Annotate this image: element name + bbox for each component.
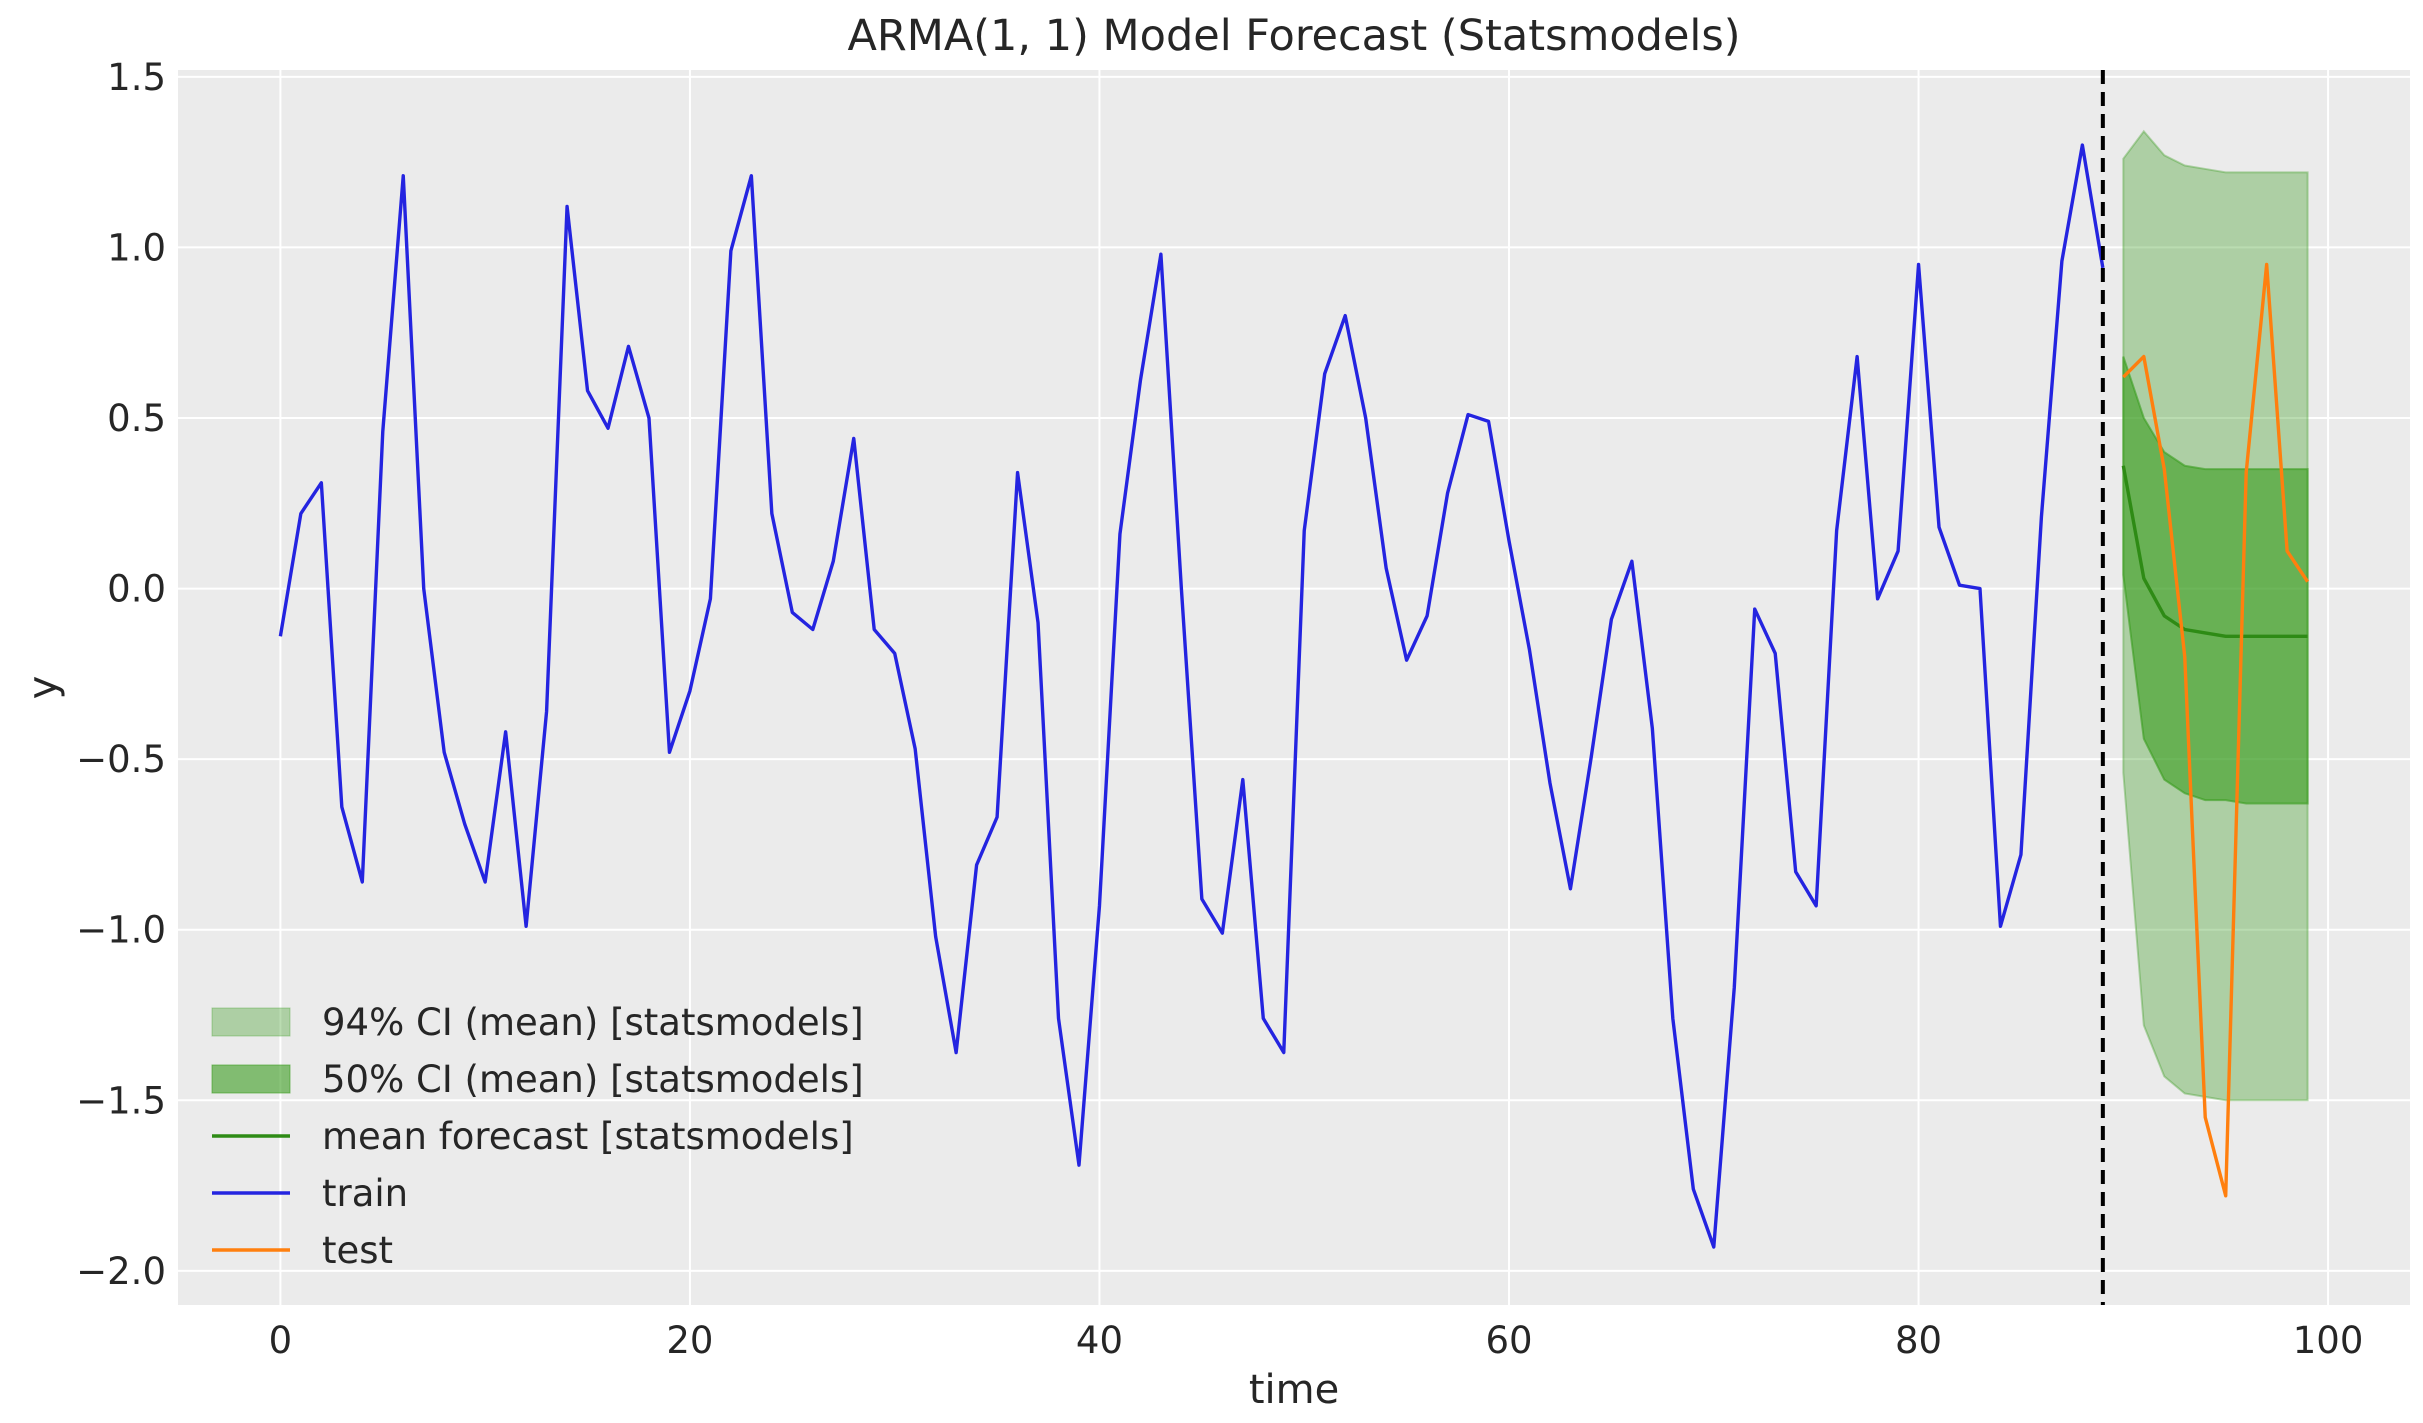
y-axis-label: y bbox=[20, 676, 66, 700]
y-tick-label: −2.0 bbox=[76, 1250, 166, 1293]
y-tick-label: −0.5 bbox=[76, 738, 166, 781]
legend-label: 50% CI (mean) [statsmodels] bbox=[322, 1058, 864, 1101]
x-tick-label: 80 bbox=[1895, 1319, 1942, 1362]
plot-area bbox=[178, 70, 2410, 1305]
x-axis-ticks: 0 20 40 60 80 100 bbox=[269, 1319, 2364, 1362]
y-tick-label: −1.5 bbox=[76, 1079, 166, 1122]
chart-title: ARMA(1, 1) Model Forecast (Statsmodels) bbox=[847, 11, 1740, 61]
x-tick-label: 0 bbox=[269, 1319, 293, 1362]
legend-label: test bbox=[322, 1229, 393, 1272]
legend-label: 94% CI (mean) [statsmodels] bbox=[322, 1001, 864, 1044]
legend-label: train bbox=[322, 1172, 408, 1215]
x-tick-label: 100 bbox=[2293, 1319, 2364, 1362]
series-line bbox=[2121, 465, 2308, 639]
confidence-bands bbox=[2122, 129, 2309, 1102]
legend-label: mean forecast [statsmodels] bbox=[322, 1115, 854, 1158]
legend-swatch bbox=[211, 1064, 291, 1094]
legend: 94% CI (mean) [statsmodels] 50% CI (mean)… bbox=[211, 1001, 864, 1272]
y-tick-label: 0.0 bbox=[107, 568, 166, 611]
legend-swatch bbox=[211, 1007, 291, 1037]
series-line bbox=[2122, 262, 2310, 1198]
x-tick-label: 40 bbox=[1076, 1319, 1123, 1362]
y-axis-ticks: 1.5 1.0 0.5 0.0 −0.5 −1.0 −1.5 −2.0 bbox=[76, 56, 166, 1293]
ci-band bbox=[2122, 356, 2309, 805]
y-tick-label: 1.0 bbox=[107, 226, 166, 269]
x-axis-label: time bbox=[1249, 1367, 1339, 1413]
y-tick-label: −1.0 bbox=[76, 909, 166, 952]
y-tick-label: 0.5 bbox=[107, 397, 166, 440]
y-tick-label: 1.5 bbox=[107, 56, 166, 99]
x-tick-label: 20 bbox=[666, 1319, 713, 1362]
series-line bbox=[278, 143, 2105, 1249]
x-tick-label: 60 bbox=[1485, 1319, 1532, 1362]
series-lines bbox=[278, 143, 2310, 1249]
